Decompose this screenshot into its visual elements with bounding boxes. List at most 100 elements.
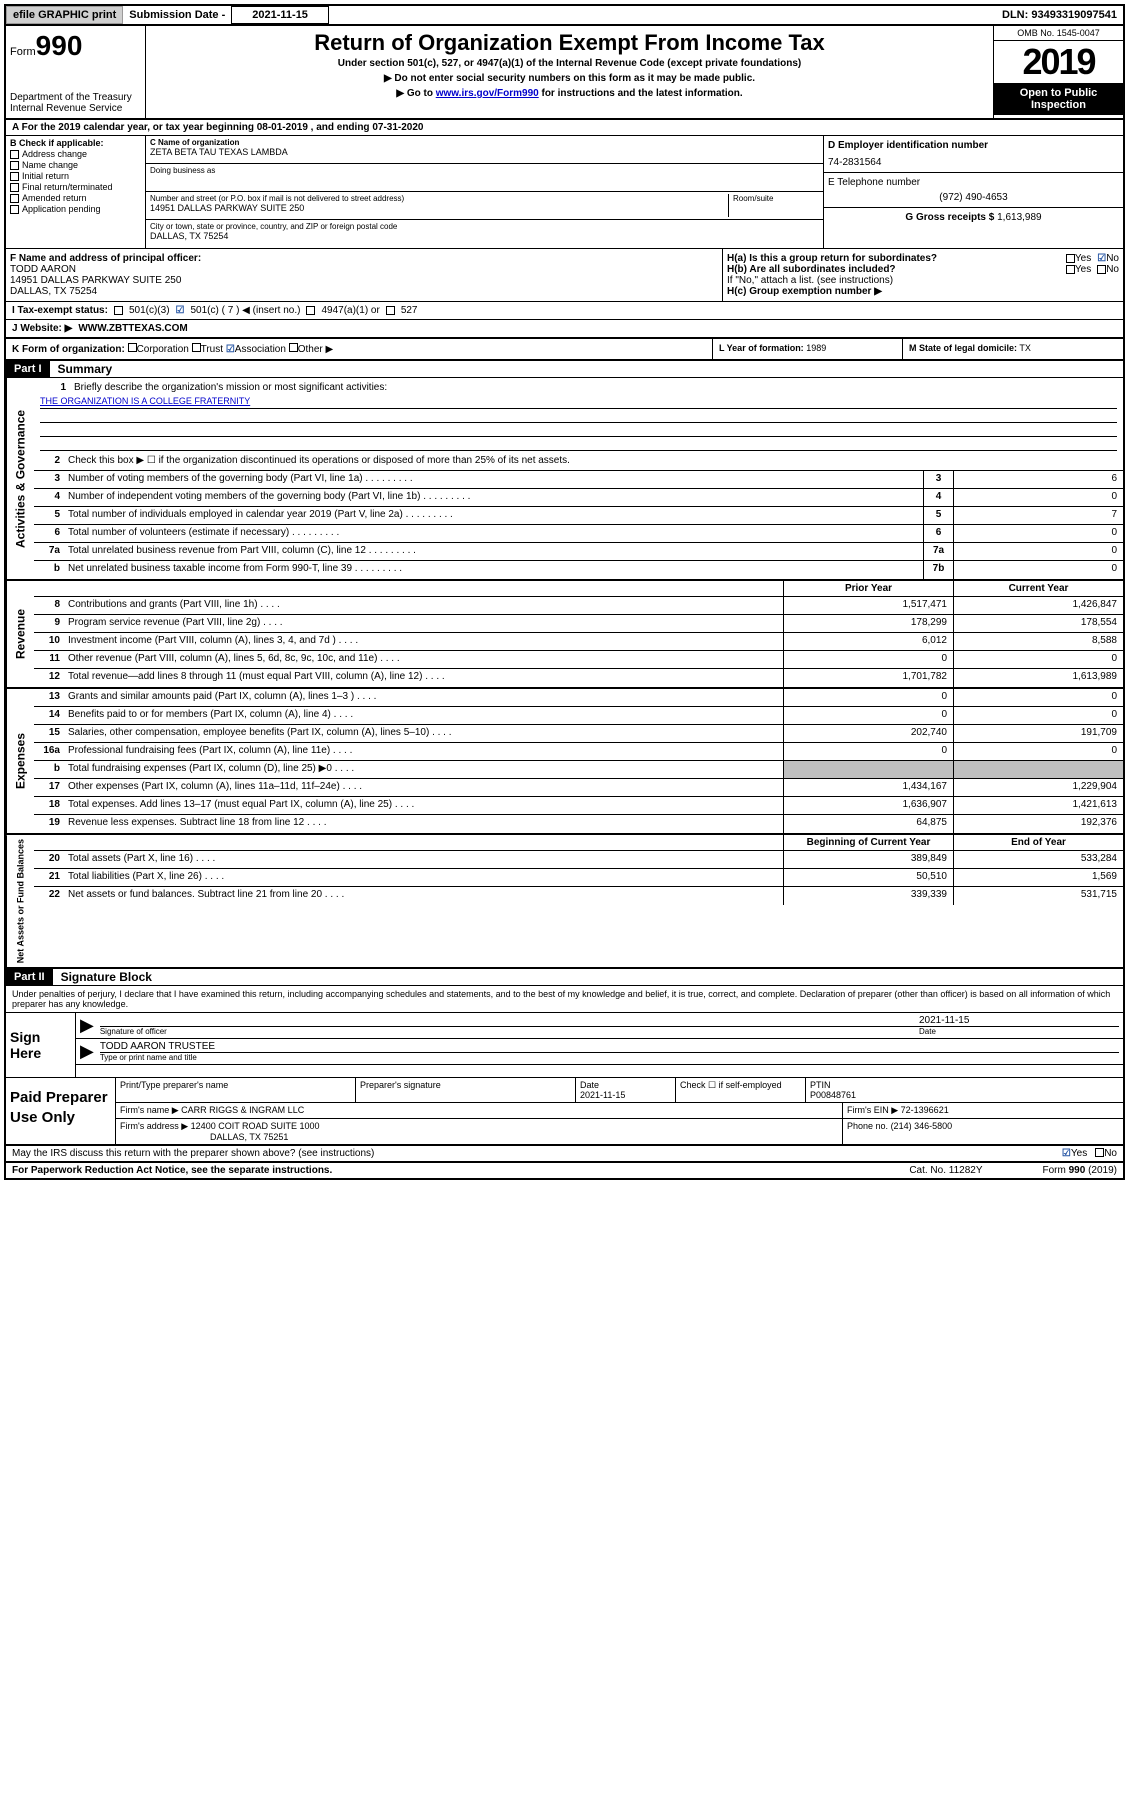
declaration-text: Under penalties of perjury, I declare th…	[6, 986, 1123, 1012]
sig-officer-label: Signature of officer	[100, 1026, 919, 1036]
part2-header: Part II	[6, 969, 53, 985]
opt-initial-return: Initial return	[22, 171, 69, 181]
header-right: OMB No. 1545-0047 2019 Open to Public In…	[993, 26, 1123, 118]
cb-527[interactable]	[386, 306, 395, 315]
year-formation-label: L Year of formation:	[719, 343, 804, 353]
omb-number: OMB No. 1545-0047	[994, 26, 1123, 41]
cb-other[interactable]	[289, 343, 298, 352]
discuss-label: May the IRS discuss this return with the…	[12, 1148, 374, 1159]
side-expenses: Expenses	[6, 689, 34, 833]
table-row: 14Benefits paid to or for members (Part …	[34, 707, 1123, 725]
section-c: C Name of organization ZETA BETA TAU TEX…	[146, 136, 823, 248]
cb-amended[interactable]	[10, 194, 19, 203]
section-f: F Name and address of principal officer:…	[6, 249, 723, 301]
room-label: Room/suite	[733, 194, 819, 203]
instr3-suffix: for instructions and the latest informat…	[539, 88, 743, 99]
efile-button[interactable]: efile GRAPHIC print	[6, 6, 123, 24]
paid-preparer-label: Paid Preparer Use Only	[6, 1078, 116, 1144]
footer-catno: Cat. No. 11282Y	[909, 1165, 982, 1176]
firm-phone: (214) 346-5800	[891, 1121, 953, 1131]
inspection-badge: Open to Public Inspection	[994, 83, 1123, 115]
city-value: DALLAS, TX 75254	[150, 231, 819, 241]
header-center: Return of Organization Exempt From Incom…	[146, 26, 993, 118]
discuss-no: No	[1104, 1148, 1117, 1159]
firm-name-label: Firm's name ▶	[120, 1105, 179, 1115]
section-l: L Year of formation: 1989	[713, 339, 903, 359]
hb-note: If "No," attach a list. (see instruction…	[727, 275, 1119, 286]
mission-text: THE ORGANIZATION IS A COLLEGE FRATERNITY	[40, 395, 1117, 409]
instr3-prefix: ▶ Go to	[396, 88, 435, 99]
q1-label: Briefly describe the organization's miss…	[70, 380, 1117, 395]
cb-hb-no[interactable]	[1097, 265, 1106, 274]
table-row: bTotal fundraising expenses (Part IX, co…	[34, 761, 1123, 779]
prep-sig-label: Preparer's signature	[356, 1078, 576, 1102]
check-icon: ☑	[1062, 1148, 1071, 1159]
cb-ha-yes[interactable]	[1066, 254, 1075, 263]
addr-value: 14951 DALLAS PARKWAY SUITE 250	[150, 203, 728, 213]
officer-addr1: 14951 DALLAS PARKWAY SUITE 250	[10, 275, 718, 286]
section-m: M State of legal domicile: TX	[903, 339, 1123, 359]
table-row: 17Other expenses (Part IX, column (A), l…	[34, 779, 1123, 797]
officer-label: F Name and address of principal officer:	[10, 253, 718, 264]
table-row: 10Investment income (Part VIII, column (…	[34, 633, 1123, 651]
cb-hb-yes[interactable]	[1066, 265, 1075, 274]
dln: DLN: 93493319097541	[1002, 9, 1123, 21]
inspect-line2: Inspection	[996, 99, 1121, 111]
table-row: 21Total liabilities (Part X, line 26) . …	[34, 869, 1123, 887]
firm-phone-label: Phone no.	[847, 1121, 888, 1131]
period-row: A For the 2019 calendar year, or tax yea…	[6, 120, 1123, 136]
opt-501c: 501(c) ( 7 ) ◀ (insert no.)	[191, 305, 301, 316]
form-id-box: Form990 Department of the Treasury Inter…	[6, 26, 146, 118]
domicile-value: TX	[1019, 343, 1031, 353]
table-row: 22Net assets or fund balances. Subtract …	[34, 887, 1123, 905]
table-row: 6Total number of volunteers (estimate if…	[34, 525, 1123, 543]
table-row: 8Contributions and grants (Part VIII, li…	[34, 597, 1123, 615]
irs-link[interactable]: www.irs.gov/Form990	[436, 88, 539, 99]
check-icon: ☑	[176, 305, 185, 316]
hc-label: H(c) Group exemption number ▶	[727, 286, 1119, 297]
sign-here-label: Sign Here	[6, 1013, 76, 1077]
side-netassets: Net Assets or Fund Balances	[6, 835, 34, 967]
inspect-line1: Open to Public	[996, 87, 1121, 99]
cb-name-change[interactable]	[10, 161, 19, 170]
firm-addr-label: Firm's address ▶	[120, 1121, 188, 1131]
self-employed-label: Check ☐ if self-employed	[676, 1078, 806, 1102]
ein-value: 74-2831564	[828, 157, 1119, 168]
q2-label: Check this box ▶ ☐ if the organization d…	[64, 453, 1123, 470]
arrow-icon: ▶	[80, 1015, 94, 1036]
table-row: 11Other revenue (Part VIII, column (A), …	[34, 651, 1123, 669]
type-label: Type or print name and title	[100, 1052, 1119, 1062]
footer-form: Form 990 (2019)	[1043, 1165, 1117, 1176]
table-row: 18Total expenses. Add lines 13–17 (must …	[34, 797, 1123, 815]
hdr-end: End of Year	[953, 835, 1123, 850]
table-row: 7aTotal unrelated business revenue from …	[34, 543, 1123, 561]
part1-title: Summary	[50, 362, 113, 376]
officer-name: TODD AARON	[10, 264, 718, 275]
topbar: efile GRAPHIC print Submission Date - 20…	[6, 6, 1123, 26]
opt-final-return: Final return/terminated	[22, 182, 113, 192]
form-word: Form	[10, 46, 36, 58]
cb-address-change[interactable]	[10, 150, 19, 159]
cb-initial-return[interactable]	[10, 172, 19, 181]
opt-501c3: 501(c)(3)	[129, 305, 170, 316]
cb-discuss-no[interactable]	[1095, 1148, 1104, 1157]
firm-ein-label: Firm's EIN ▶	[847, 1105, 898, 1115]
cb-app-pending[interactable]	[10, 205, 19, 214]
prep-name-label: Print/Type preparer's name	[116, 1078, 356, 1102]
part1-header: Part I	[6, 361, 50, 377]
firm-name: CARR RIGGS & INGRAM LLC	[181, 1105, 304, 1115]
cb-trust[interactable]	[192, 343, 201, 352]
opt-other: Other ▶	[298, 344, 333, 355]
officer-type-name: TODD AARON TRUSTEE	[100, 1041, 1119, 1052]
addr-label: Number and street (or P.O. box if mail i…	[150, 194, 728, 203]
firm-addr1: 12400 COIT ROAD SUITE 1000	[191, 1121, 320, 1131]
hb-yes: Yes	[1075, 264, 1091, 275]
cb-4947[interactable]	[306, 306, 315, 315]
cb-final-return[interactable]	[10, 183, 19, 192]
section-k: K Form of organization: Corporation Trus…	[6, 339, 713, 359]
cb-501c3[interactable]	[114, 306, 123, 315]
section-b: B Check if applicable: Address change Na…	[6, 136, 146, 248]
discuss-yes: Yes	[1071, 1148, 1087, 1159]
cb-corp[interactable]	[128, 343, 137, 352]
opt-assoc: Association	[235, 344, 286, 355]
